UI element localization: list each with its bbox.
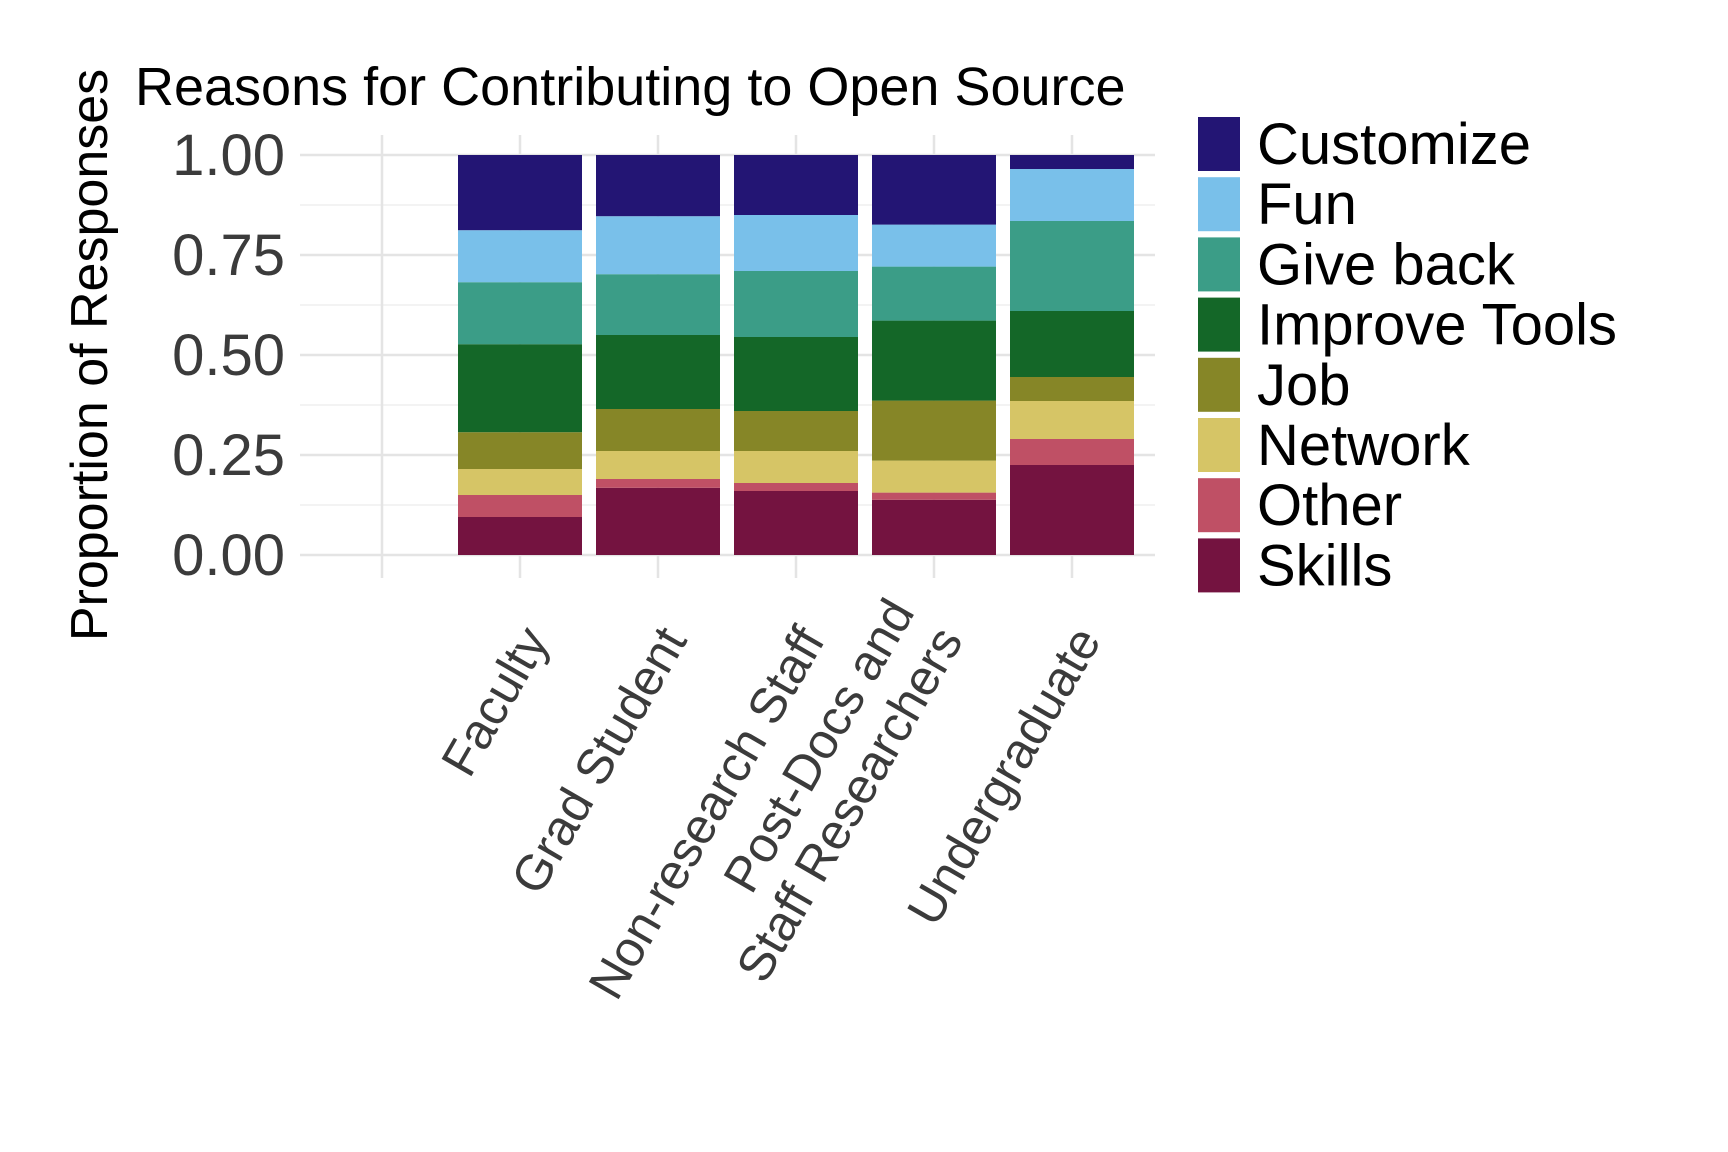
legend-label: Give back [1257,232,1516,297]
bar-segment-other [872,492,996,500]
bar-segment-network [1010,401,1134,439]
bar-segment-fun [596,216,720,275]
bar-segment-give-back [596,274,720,335]
legend-swatch-improve-tools [1198,297,1240,352]
bar-segment-fun [458,230,582,283]
bar-segment-job [872,400,996,461]
bar-segment-fun [872,224,996,267]
bar-segment-fun [734,215,858,271]
y-tick-label: 0.25 [172,423,285,488]
y-tick-label: 0.00 [172,523,285,588]
y-tick-label: 0.75 [172,223,285,288]
bar-segment-customize [872,155,996,225]
bar-segment-give-back [458,282,582,345]
bar-segment-skills [872,499,996,555]
bar-segment-customize [458,155,582,231]
y-tick-labels: 0.00 0.25 0.50 0.75 1.00 [172,123,285,588]
legend-swatch-fun [1198,177,1240,232]
bar-segment-skills [734,491,858,555]
legend-label: Network [1257,413,1471,478]
bar-segment-job [1010,377,1134,401]
legend-label: Other [1257,473,1402,538]
legend-label: Customize [1257,112,1531,177]
legend-swatch-job [1198,357,1240,412]
bar-segment-job [458,432,582,469]
legend-swatch-give-back [1198,237,1240,292]
bar-segment-network [872,460,996,493]
bar-segment-other [458,495,582,517]
bar-segment-improve-tools [458,344,582,433]
legend-label: Job [1257,353,1351,418]
legend-label: Fun [1257,172,1357,237]
bar-segment-network [458,469,582,495]
bar-segment-give-back [1010,221,1134,311]
bar-segment-network [734,451,858,483]
y-tick-label: 1.00 [172,123,285,188]
bar-segment-network [596,451,720,479]
bar-segment-other [734,483,858,491]
bar-segment-customize [734,155,858,215]
bars [458,155,1134,555]
legend-swatch-skills [1198,538,1240,593]
bar-segment-customize [596,155,720,217]
bar-segment-improve-tools [872,320,996,401]
chart-title: Reasons for Contributing to Open Source [135,57,1126,117]
bar-segment-give-back [734,271,858,337]
bar-segment-other [1010,439,1134,465]
legend-label: Improve Tools [1257,293,1617,358]
bar-segment-skills [458,517,582,555]
bar-segment-give-back [872,266,996,321]
y-tick-label: 0.50 [172,323,285,388]
bar-segment-job [734,411,858,451]
x-tick-label: Faculty [430,618,559,786]
bar-segment-customize [1010,155,1134,169]
y-axis-label: Proportion of Responses [61,69,119,641]
legend-swatch-network [1198,418,1240,472]
bar-segment-fun [1010,169,1134,221]
bar-segment-improve-tools [1010,311,1134,377]
legend-swatch-other [1198,478,1240,533]
bar-segment-job [596,409,720,451]
bar-segment-other [596,479,720,488]
bar-segment-improve-tools [596,335,720,409]
legend-swatch-customize [1198,117,1240,171]
legend-label: Skills [1257,533,1392,598]
bar-segment-improve-tools [734,337,858,411]
bar-segment-skills [1010,465,1134,555]
bar-segment-skills [596,487,720,555]
